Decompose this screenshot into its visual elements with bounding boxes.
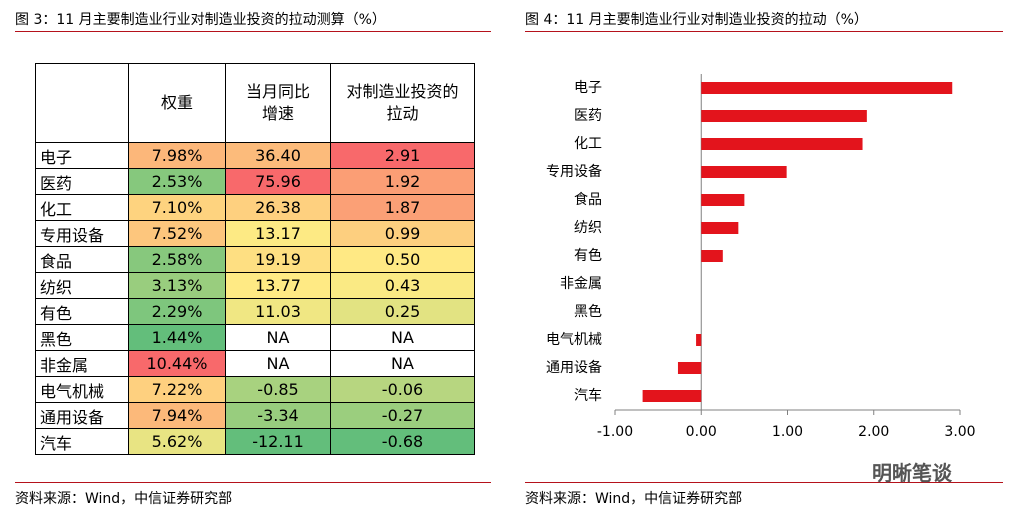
table-row: 有色 2.29% 11.03 0.25: [35, 298, 475, 325]
table-cell: 7.98%: [128, 142, 226, 169]
table-cell: 2.58%: [128, 246, 226, 273]
table-row: 化工 7.10% 26.38 1.87: [35, 194, 475, 221]
row-label: 医药: [35, 168, 129, 195]
x-tick-label: -1.00: [597, 424, 633, 440]
header-cell: 权重: [128, 63, 226, 143]
watermark: 明晰笔谈: [872, 461, 952, 485]
bar: [696, 334, 702, 346]
table-row: 汽车 5.62% -12.11 -0.68: [35, 428, 475, 455]
figure-title: 图 3：11 月主要制造业行业对制造业投资的拉动测算（%）: [15, 12, 386, 28]
source: 资料来源：Wind，中信证券研究部: [525, 491, 743, 507]
table-cell: 2.29%: [128, 298, 226, 325]
table-cell: 26.38: [225, 194, 331, 221]
table-cell: 2.91: [330, 142, 475, 169]
bar: [677, 362, 702, 374]
table-row: 电子 7.98% 36.40 2.91: [35, 142, 475, 169]
y-tick-label: 食品: [574, 191, 602, 208]
table-cell: -0.06: [330, 376, 475, 403]
bar: [701, 250, 723, 262]
table-cell: 5.62%: [128, 428, 226, 455]
table-cell: 1.87: [330, 194, 475, 221]
table-cell: 0.25: [330, 298, 475, 325]
bar: [701, 82, 953, 94]
x-tick-label: 1.00: [772, 424, 803, 440]
row-label: 化工: [35, 194, 129, 221]
chart-title: 图 4：11 月主要制造业行业对制造业投资的拉动（%）: [525, 12, 868, 28]
table-row: 通用设备 7.94% -3.34 -0.27: [35, 402, 475, 429]
row-label: 有色: [35, 298, 129, 325]
row-label: 专用设备: [35, 220, 129, 247]
y-tick-label: 汽车: [574, 387, 602, 404]
rule: [15, 482, 491, 483]
table-cell: 3.13%: [128, 272, 226, 299]
rule: [15, 31, 491, 32]
y-tick-label: 黑色: [574, 303, 602, 320]
table-cell: 19.19: [225, 246, 331, 273]
y-tick-label: 专用设备: [546, 163, 602, 180]
table-cell: 7.52%: [128, 220, 226, 247]
rule: [525, 31, 1003, 32]
row-label: 黑色: [35, 324, 129, 351]
table-cell: 36.40: [225, 142, 331, 169]
table-row: 黑色 1.44% NA NA: [35, 324, 475, 351]
bar: [642, 390, 702, 402]
table-cell: 75.96: [225, 168, 331, 195]
table-cell: -0.68: [330, 428, 475, 455]
table-row: 医药 2.53% 75.96 1.92: [35, 168, 475, 195]
y-tick-label: 电气机械: [546, 332, 602, 348]
x-tick-label: 0.00: [686, 424, 717, 440]
bar: [701, 166, 787, 178]
bar: [701, 110, 867, 122]
y-tick-label: 纺织: [574, 220, 602, 236]
header-cell: 对制造业投资的拉动: [330, 63, 475, 143]
table-row: 非金属 10.44% NA NA: [35, 350, 475, 377]
y-tick-label: 有色: [574, 247, 602, 264]
table-cell: 7.94%: [128, 402, 226, 429]
table-cell: NA: [225, 350, 331, 377]
table-cell: -0.85: [225, 376, 331, 403]
x-tick-label: 2.00: [858, 424, 889, 440]
table-cell: NA: [225, 324, 331, 351]
header-cell: 当月同比增速: [225, 63, 331, 143]
x-tick-label: 3.00: [944, 424, 975, 440]
table-row: 专用设备 7.52% 13.17 0.99: [35, 220, 475, 247]
row-label: 非金属: [35, 350, 129, 377]
row-label: 食品: [35, 246, 129, 273]
table-cell: 1.92: [330, 168, 475, 195]
table-cell: 13.17: [225, 220, 331, 247]
table-cell: -12.11: [225, 428, 331, 455]
table: 权重 当月同比增速 对制造业投资的拉动 电子 7.98% 36.40 2.91 医药 2.53%…: [35, 63, 475, 455]
table-cell: 13.77: [225, 272, 331, 299]
table-row: 电气机械 7.22% -0.85 -0.06: [35, 376, 475, 403]
row-label: 汽车: [35, 428, 129, 455]
bar: [701, 138, 863, 150]
y-tick-label: 化工: [574, 136, 602, 152]
header-row: 权重 当月同比增速 对制造业投资的拉动: [35, 63, 475, 143]
bar: [701, 222, 739, 234]
table-cell: 10.44%: [128, 350, 226, 377]
bar: [701, 194, 745, 206]
y-tick-label: 非金属: [560, 276, 602, 292]
row-label: 纺织: [35, 272, 129, 299]
table-cell: 11.03: [225, 298, 331, 325]
source: 资料来源：Wind，中信证券研究部: [15, 491, 233, 507]
table-cell: -3.34: [225, 402, 331, 429]
y-tick-label: 医药: [574, 108, 602, 124]
y-tick-label: 电子: [574, 80, 602, 96]
rule: [525, 482, 1003, 483]
header-cell: [35, 63, 129, 143]
y-tick-label: 通用设备: [546, 359, 602, 376]
row-label: 电子: [35, 142, 129, 169]
